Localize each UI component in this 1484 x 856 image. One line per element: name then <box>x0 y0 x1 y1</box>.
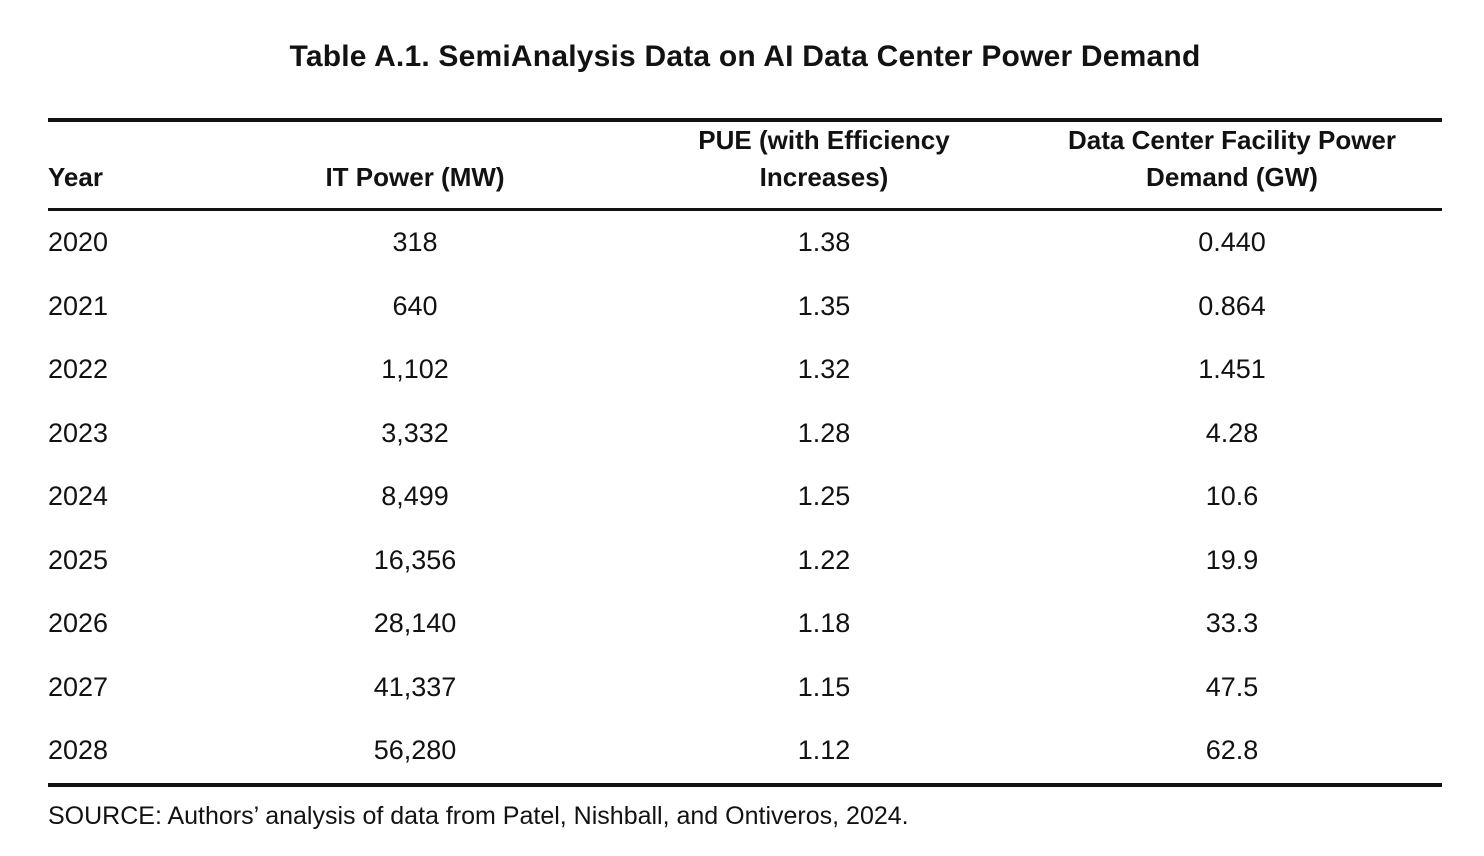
pue-cell: 1.18 <box>797 608 851 639</box>
it-power-cell: 640 <box>392 290 438 321</box>
table-header-row: Year IT Power (MW) PUE (with Efficiency … <box>48 120 1442 211</box>
table-row: 2021 640 1.35 0.864 <box>48 275 1442 339</box>
pue-cell: 1.35 <box>797 290 851 321</box>
column-header-year: Year <box>48 162 103 192</box>
it-power-cell: 28,140 <box>373 608 457 639</box>
facility-demand-cell: 0.864 <box>1198 290 1266 321</box>
pue-cell: 1.15 <box>797 671 851 702</box>
it-power-cell: 8,499 <box>381 481 449 512</box>
column-header-pue: PUE (with Efficiency Increases) <box>698 125 950 192</box>
it-power-cell: 318 <box>392 227 438 258</box>
facility-demand-cell: 0.440 <box>1198 227 1266 258</box>
facility-demand-cell: 19.9 <box>1205 544 1259 575</box>
table-title: Table A.1. SemiAnalysis Data on AI Data … <box>289 40 1201 73</box>
source-note: SOURCE: Authors’ analysis of data from P… <box>48 801 909 830</box>
it-power-cell: 1,102 <box>381 354 449 385</box>
year-cell: 2021 <box>48 290 109 321</box>
year-cell: 2025 <box>48 544 109 575</box>
facility-demand-cell: 33.3 <box>1205 608 1259 639</box>
table-row: 2026 28,140 1.18 33.3 <box>48 592 1442 656</box>
pue-cell: 1.28 <box>797 417 851 448</box>
year-cell: 2028 <box>48 735 109 766</box>
year-cell: 2022 <box>48 354 109 385</box>
pue-cell: 1.12 <box>797 735 851 766</box>
pue-cell: 1.25 <box>797 481 851 512</box>
year-cell: 2027 <box>48 671 109 702</box>
facility-demand-cell: 1.451 <box>1198 354 1266 385</box>
pue-cell: 1.22 <box>797 544 851 575</box>
table-row: 2024 8,499 1.25 10.6 <box>48 465 1442 529</box>
it-power-cell: 41,337 <box>373 671 457 702</box>
year-cell: 2026 <box>48 608 109 639</box>
it-power-cell: 3,332 <box>381 417 449 448</box>
it-power-cell: 16,356 <box>373 544 457 575</box>
year-cell: 2020 <box>48 227 109 258</box>
pue-cell: 1.32 <box>797 354 851 385</box>
table-row: 2028 56,280 1.12 62.8 <box>48 719 1442 785</box>
table-body: 2020 318 1.38 0.440 2021 640 1.35 0.864 2022 1,10… <box>48 210 1442 785</box>
facility-demand-cell: 62.8 <box>1205 735 1259 766</box>
facility-demand-cell: 10.6 <box>1205 481 1259 512</box>
table-row: 2027 41,337 1.15 47.5 <box>48 656 1442 720</box>
year-cell: 2023 <box>48 417 109 448</box>
table-header: Year IT Power (MW) PUE (with Efficiency … <box>48 120 1442 211</box>
data-table: Year IT Power (MW) PUE (with Efficiency … <box>48 118 1442 787</box>
column-header-it-power: IT Power (MW) <box>325 162 505 192</box>
table-row: 2025 16,356 1.22 19.9 <box>48 529 1442 593</box>
table-row: 2022 1,102 1.32 1.451 <box>48 338 1442 402</box>
year-cell: 2024 <box>48 481 109 512</box>
table-row: 2023 3,332 1.28 4.28 <box>48 402 1442 466</box>
table-row: 2020 318 1.38 0.440 <box>48 210 1442 275</box>
column-header-facility-demand: Data Center Facility Power Demand (GW) <box>1068 125 1396 192</box>
facility-demand-cell: 47.5 <box>1205 671 1259 702</box>
pue-cell: 1.38 <box>797 227 851 258</box>
facility-demand-cell: 4.28 <box>1205 417 1259 448</box>
it-power-cell: 56,280 <box>373 735 457 766</box>
